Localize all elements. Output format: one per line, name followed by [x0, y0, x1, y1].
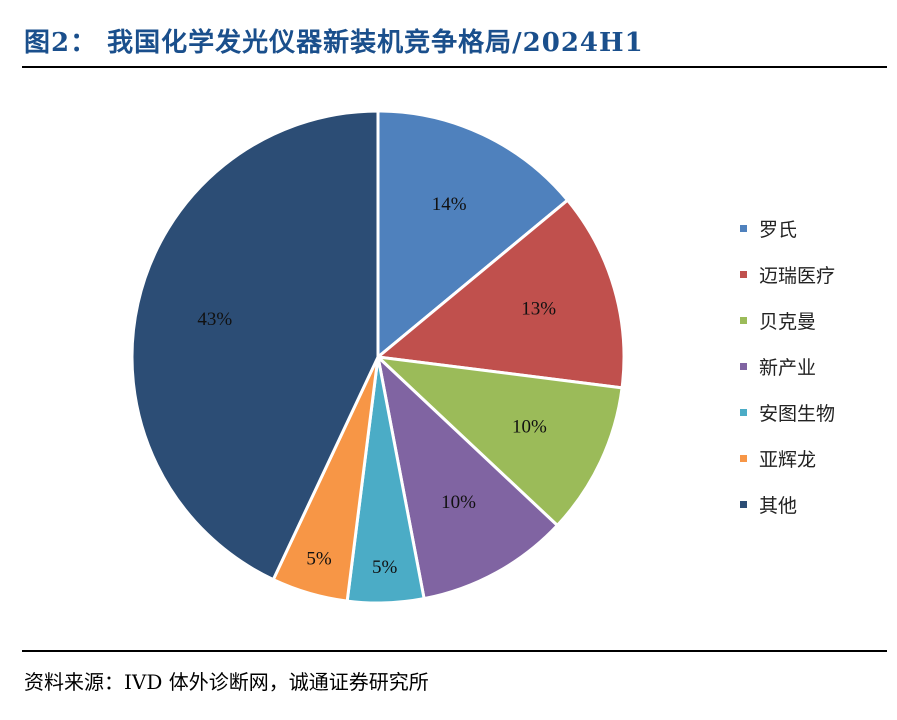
- source-note: 资料来源：IVD 体外诊断网，诚通证券研究所: [24, 670, 429, 694]
- slice-label: 14%: [432, 194, 467, 215]
- pie-slice: [376, 355, 624, 527]
- legend-swatch: [740, 316, 747, 324]
- legend-swatch: [740, 270, 747, 278]
- legend-label: 亚辉龙: [759, 448, 817, 471]
- legend-swatch: [740, 454, 747, 462]
- legend-item: 新产业: [740, 343, 835, 389]
- slice-label: 13%: [521, 299, 556, 320]
- legend-label: 安图生物: [759, 402, 836, 425]
- pie-chart: 14% 13% 10% 10% 5% 5% 43%: [130, 109, 626, 605]
- slice-label: 10%: [512, 417, 547, 438]
- slice-label: 5%: [372, 557, 398, 578]
- source-divider: [22, 650, 887, 652]
- legend-swatch: [740, 224, 747, 232]
- slice-label: 10%: [441, 492, 476, 513]
- legend-label: 迈瑞医疗: [759, 264, 836, 287]
- chart-legend: 罗氏迈瑞医疗贝克曼新产业安图生物亚辉龙其他: [740, 205, 835, 527]
- pie-slice: [376, 198, 626, 390]
- slice-label: 43%: [197, 309, 232, 330]
- pie-slice: [376, 109, 570, 359]
- legend-label: 贝克曼: [759, 310, 817, 333]
- legend-item: 安图生物: [740, 389, 835, 435]
- legend-swatch: [740, 500, 747, 508]
- pie-slice: [376, 355, 559, 601]
- legend-label: 其他: [759, 494, 798, 517]
- legend-item: 亚辉龙: [740, 435, 835, 481]
- pie-slice: [130, 109, 380, 582]
- legend-item: 罗氏: [740, 205, 835, 251]
- legend-item: 贝克曼: [740, 297, 835, 343]
- legend-item: 迈瑞医疗: [740, 251, 835, 297]
- legend-swatch: [740, 362, 747, 370]
- legend-label: 新产业: [759, 356, 817, 379]
- legend-swatch: [740, 408, 747, 416]
- legend-item: 其他: [740, 481, 835, 527]
- slice-label: 5%: [306, 549, 332, 570]
- title-divider: [22, 66, 887, 68]
- legend-label: 罗氏: [759, 218, 798, 241]
- chart-title: 图2： 我国化学发光仪器新装机竞争格局/2024H1: [24, 28, 644, 58]
